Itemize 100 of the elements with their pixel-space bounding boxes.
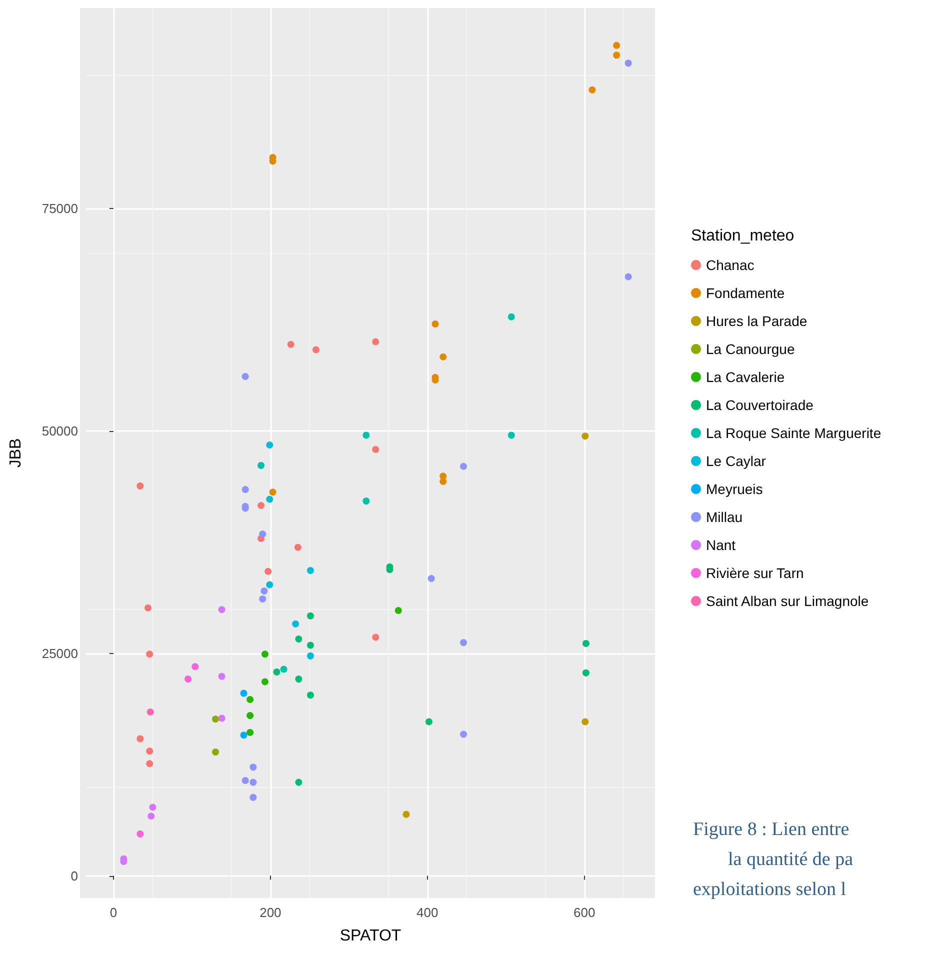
point [306,642,314,649]
point [146,760,154,768]
point [266,581,274,588]
legend-label: Rivière sur Tarn [706,565,804,581]
legend-label: Meyrueis [706,481,763,497]
legend-label: Millau [706,509,743,525]
point [280,666,288,673]
point [136,735,144,742]
point [440,353,447,360]
point [266,496,274,503]
point [266,441,274,448]
point [402,810,410,818]
text: la quantité de pa [728,849,854,870]
point [136,830,144,838]
point [184,676,192,683]
legend-label: La Cavalerie [706,369,785,385]
point [212,748,219,756]
point [362,498,370,505]
point [273,668,280,676]
point [460,462,467,470]
point [306,566,314,574]
x-tick-label: 0 [110,905,118,920]
point [246,696,254,704]
point [292,620,300,628]
point [294,544,302,551]
point [582,640,590,647]
point [144,604,152,612]
point [295,676,302,683]
point [460,639,467,646]
point [259,530,266,538]
point [242,372,249,380]
text: exploitations selon l [693,879,846,900]
point [508,313,515,320]
point [258,462,265,469]
point [295,778,302,786]
point [250,764,257,771]
point [261,650,268,658]
point [250,778,257,786]
point [250,794,257,801]
x-tick-label: 600 [574,905,596,920]
legend-label: Hures la Parade [706,313,808,329]
point [362,432,370,439]
y-tick-label: 25000 [42,646,78,661]
point [260,587,268,594]
point [212,716,219,723]
point [582,432,589,440]
point [218,606,226,614]
legend-label: Chanac [706,257,754,273]
point [258,502,265,510]
point [306,692,314,699]
point [264,568,272,575]
point [192,663,199,670]
point [582,718,589,726]
point [269,488,276,496]
legend-label: Fondamente [706,285,785,301]
legend-title: Station_meteo [691,228,794,244]
point [372,446,380,453]
point [242,486,249,493]
point [261,678,268,686]
point [146,708,154,716]
y-tick-label: 0 [70,868,78,884]
legend-label: La Couvertoirade [706,397,814,413]
point [372,634,380,641]
point [582,669,590,676]
point [588,86,596,94]
legend-label: Le Caylar [706,453,766,469]
point [425,718,432,726]
legend-label: La Canourgue [706,341,795,357]
y-axis-title: JBB [8,438,24,468]
point [148,812,155,820]
point [149,804,156,811]
point [246,728,254,736]
point [613,52,620,59]
point [432,320,439,328]
point [624,60,632,67]
x-tick-label: 200 [260,905,282,920]
legend-label: Nant [706,537,736,553]
point [218,672,226,680]
point [306,652,314,660]
point [613,42,620,49]
point [246,712,254,720]
point [136,482,144,490]
point [440,478,447,485]
point [240,690,248,697]
point [428,574,435,582]
point [394,607,402,614]
point [624,273,632,280]
x-tick-label: 400 [416,905,438,920]
point [146,650,154,658]
legend-label: La Roque Sainte Marguerite [706,425,882,441]
point [508,432,515,439]
point [287,340,294,348]
x-axis-title: SPATOT [340,928,402,944]
legend-label: Saint Alban sur Limagnole [706,593,869,609]
point [218,714,226,722]
point [372,338,380,346]
point [240,732,248,739]
y-tick-label: 50000 [42,423,78,438]
y-tick-label: 75000 [42,200,78,216]
point [460,730,467,738]
